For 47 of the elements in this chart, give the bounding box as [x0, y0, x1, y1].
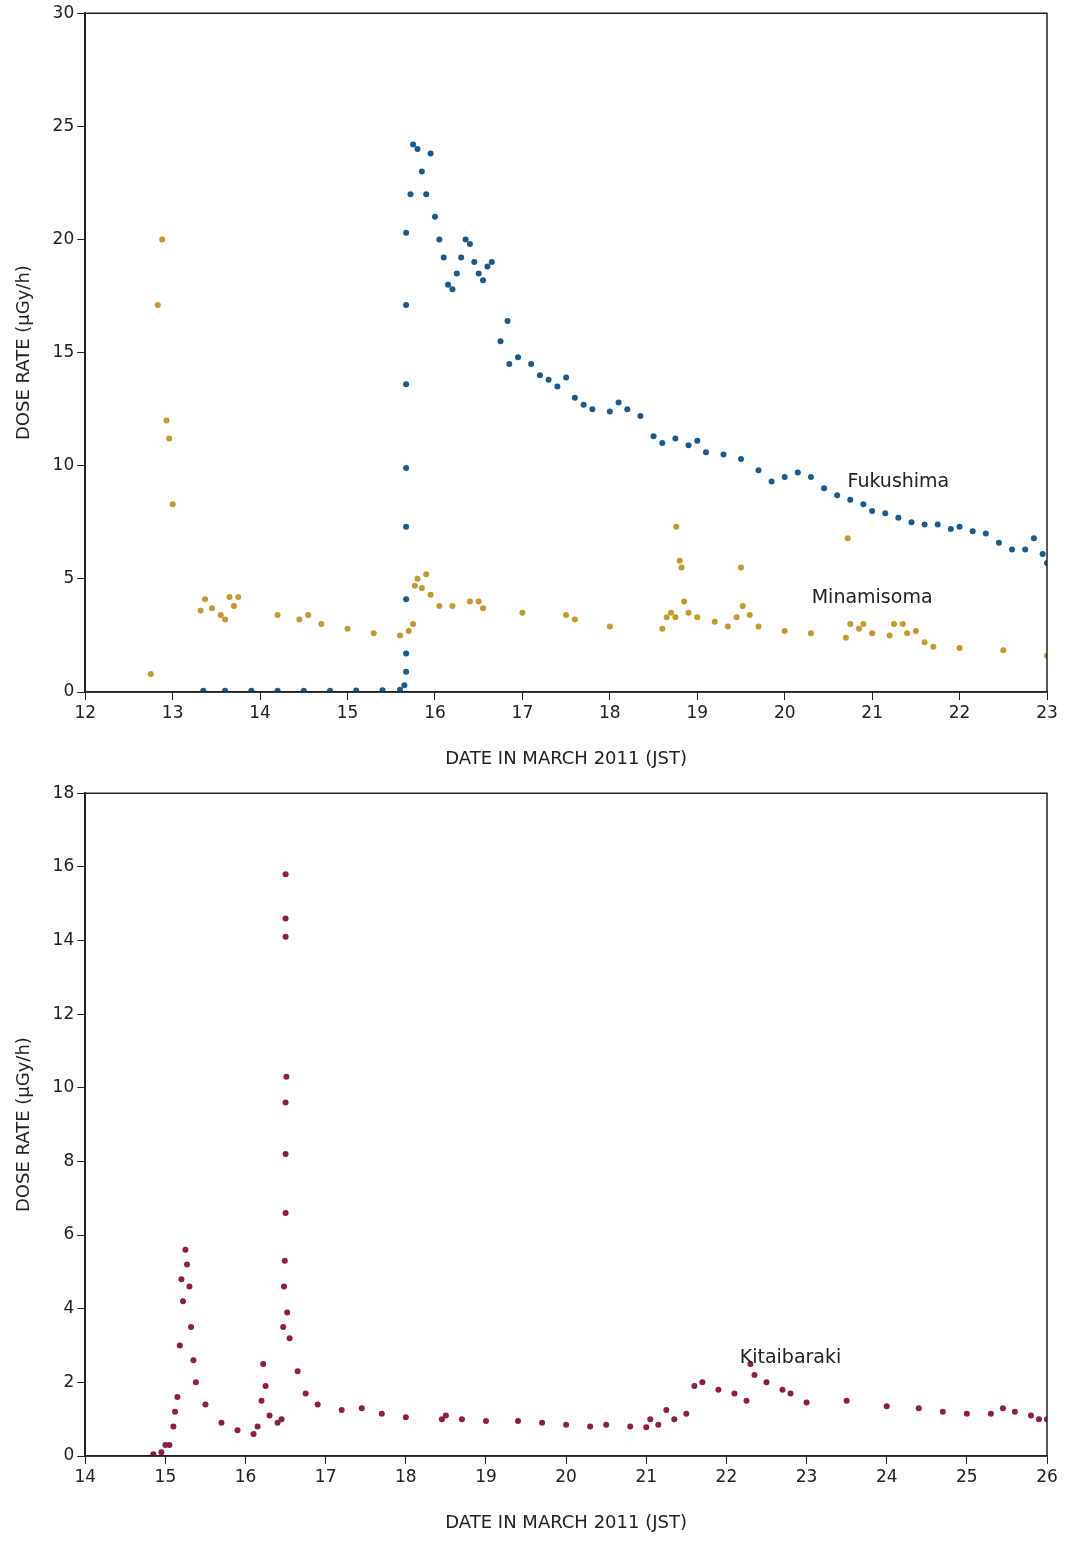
- y-tick-label: 10: [52, 454, 75, 475]
- x-tick-label: 13: [161, 701, 184, 722]
- x-tick-label: 18: [395, 1465, 417, 1486]
- x-tick-label: 23: [1036, 701, 1058, 722]
- y-axis-title: DOSE RATE (µGy/h): [12, 1037, 34, 1213]
- x-tick-label: 17: [511, 701, 534, 722]
- y-tick-label: 0: [63, 1444, 75, 1465]
- x-tick-label: 23: [795, 1465, 818, 1486]
- y-tick-label: 12: [52, 1002, 75, 1023]
- x-tick-label: 19: [686, 701, 709, 722]
- y-tick-label: 2: [63, 1370, 75, 1391]
- x-tick-label: 22: [715, 1465, 738, 1486]
- x-tick-label: 21: [635, 1465, 658, 1486]
- x-tick-label: 25: [956, 1465, 978, 1486]
- y-tick-label: 5: [63, 567, 75, 588]
- y-tick-label: 0: [63, 680, 75, 701]
- x-tick-label: 26: [1036, 1465, 1058, 1486]
- series-label: Fukushima: [847, 469, 950, 492]
- x-tick-label: 16: [234, 1465, 257, 1486]
- y-tick-label: 18: [52, 781, 75, 802]
- x-tick-label: 24: [875, 1465, 898, 1486]
- x-axis-title: DATE IN MARCH 2011 (JST): [445, 746, 687, 768]
- x-tick-label: 14: [249, 701, 271, 722]
- y-tick-label: 16: [52, 855, 75, 876]
- x-tick-label: 20: [773, 701, 796, 722]
- x-tick-label: 15: [336, 701, 359, 722]
- y-tick-label: 4: [63, 1297, 75, 1318]
- x-tick-label: 16: [424, 701, 446, 722]
- y-axis-title: DOSE RATE (µGy/h): [12, 265, 34, 441]
- x-axis-title: DATE IN MARCH 2011 (JST): [445, 1510, 687, 1532]
- x-tick-label: 19: [475, 1465, 497, 1486]
- x-tick-label: 17: [314, 1465, 337, 1486]
- x-tick-label: 18: [599, 701, 621, 722]
- y-tick-label: 15: [52, 341, 75, 362]
- y-tick-label: 6: [63, 1223, 75, 1244]
- y-tick-label: 14: [52, 928, 75, 949]
- series-label: Minamisoma: [811, 584, 933, 607]
- y-tick-label: 25: [52, 114, 75, 135]
- y-tick-label: 10: [52, 1076, 75, 1097]
- y-tick-label: 30: [52, 1, 75, 22]
- y-tick-label: 8: [63, 1149, 75, 1170]
- x-tick-label: 22: [948, 701, 971, 722]
- x-tick-label: 15: [154, 1465, 177, 1486]
- series-label: Kitaibaraki: [739, 1344, 842, 1367]
- x-tick-label: 21: [861, 701, 883, 722]
- x-tick-label: 20: [555, 1465, 577, 1486]
- y-tick-label: 20: [52, 227, 75, 248]
